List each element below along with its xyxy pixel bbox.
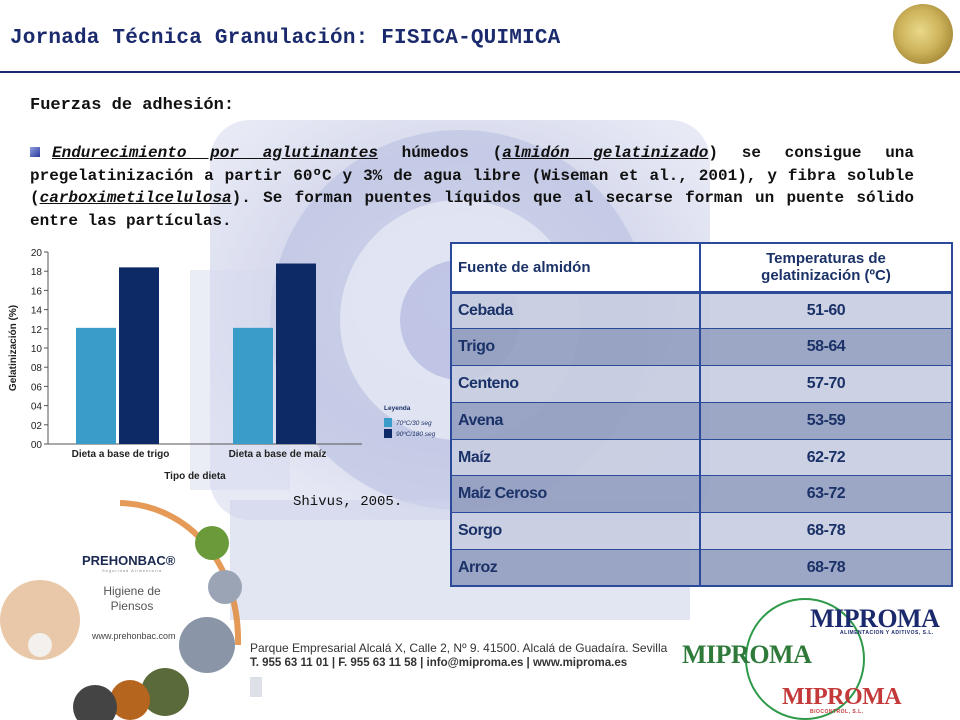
farm-photo-icon <box>141 668 189 716</box>
chart-category-label: Dieta a base de trigo <box>72 449 170 460</box>
higiene-text: Higiene de Piensos <box>100 584 164 614</box>
higiene-line: Piensos <box>110 599 154 613</box>
chart-y-tick-label: 14 <box>31 306 43 317</box>
table-row: Arroz 68-78 <box>450 549 953 588</box>
term-almidon: almidón gelatinizado <box>502 144 709 162</box>
higiene-line: Higiene de <box>103 584 161 598</box>
table-header-row: Fuente de almidón Temperaturas de gelatin… <box>450 242 953 294</box>
granulate-icon <box>893 4 953 64</box>
term-carboximetilcelulosa: carboximetilcelulosa <box>39 189 232 207</box>
table-row: Centeno 57-70 <box>450 365 953 403</box>
table-row: Maíz 62-72 <box>450 438 953 477</box>
prehonbac-tagline: Seguridad Alimentaria <box>102 568 163 573</box>
table-cell-source: Centeno <box>450 365 701 403</box>
table-cell-temp: 63-72 <box>699 475 953 514</box>
table-cell-temp: 51-60 <box>699 291 953 330</box>
chart-y-tick-label: 18 <box>31 267 43 278</box>
gelatinization-table: Fuente de almidón Temperaturas de gelatin… <box>450 242 953 588</box>
chart-bar <box>119 267 159 444</box>
chart-legend-swatch <box>384 429 392 438</box>
cow-photo-icon <box>73 685 117 720</box>
company-address: Parque Empresarial Alcalá X, Calle 2, Nº… <box>250 641 668 655</box>
table-header-line: Temperaturas de <box>766 250 886 268</box>
chart-bar <box>276 263 316 444</box>
table-cell-source: Trigo <box>450 328 701 367</box>
child-photo-icon <box>0 580 80 660</box>
page-title: Jornada Técnica Granulación: FISICA-QUIM… <box>10 27 561 50</box>
miproma-circle-graphic <box>745 598 865 720</box>
chart-legend-label: 70ºC/30 seg <box>396 420 432 427</box>
miproma-alimentacion-sub: ALIMENTACION Y ADITIVOS, S.L. <box>840 630 934 636</box>
table-row: Sorgo 68-78 <box>450 512 953 551</box>
chart-y-tick-label: 12 <box>31 325 43 336</box>
section-title: Fuerzas de adhesión: <box>30 96 235 115</box>
chart-y-tick-label: 08 <box>31 363 43 374</box>
chart-legend-label: 90ºC/180 seg <box>396 431 436 438</box>
prehonbac-url: www.prehonbac.com <box>92 631 176 641</box>
table-cell-source: Arroz <box>450 549 701 588</box>
table-row: Trigo 58-64 <box>450 328 953 367</box>
chart-y-tick-label: 16 <box>31 286 43 297</box>
bullet-icon <box>30 147 40 157</box>
prehonbac-logo: PREHONBAC® <box>82 553 176 568</box>
table-cell-temp: 57-70 <box>699 365 953 403</box>
table-cell-temp: 58-64 <box>699 328 953 367</box>
table-cell-source: Avena <box>450 401 701 440</box>
prehonbac-banner-graphic <box>0 500 242 720</box>
silo-photo-icon <box>208 570 242 604</box>
chart-bar <box>76 327 116 444</box>
table-cell-temp: 68-78 <box>699 512 953 551</box>
chart-y-tick-label: 04 <box>31 402 43 413</box>
wheat-photo-icon <box>195 526 229 560</box>
table-row: Maíz Ceroso 63-72 <box>450 475 953 514</box>
miproma-logo-biocontrol: MIPROMA <box>782 684 902 710</box>
chart-category-label: Dieta a base de maíz <box>229 449 327 460</box>
table-header-line: gelatinización (ºC) <box>761 267 891 285</box>
chart-y-tick-label: 20 <box>31 248 43 259</box>
miproma-biocontrol-sub: BIOCONTROL, S.L. <box>810 709 864 715</box>
chart-legend-title: Leyenda <box>384 405 411 412</box>
table-cell-source: Maíz <box>450 438 701 477</box>
chart-y-tick-label: 06 <box>31 382 43 393</box>
table-cell-temp: 53-59 <box>699 401 953 440</box>
table-cell-temp: 68-78 <box>699 549 953 588</box>
citation: Shivus, 2005. <box>293 494 403 510</box>
miproma-logo-main: MIPROMA <box>682 640 812 669</box>
body-paragraph: Endurecimiento por aglutinantes húmedos … <box>30 142 914 232</box>
table-header-temperature: Temperaturas de gelatinización (ºC) <box>699 242 953 294</box>
chart-legend-swatch <box>384 418 392 427</box>
table-row: Cebada 51-60 <box>450 291 953 330</box>
chart-y-tick-label: 00 <box>31 440 43 451</box>
term-aglutinantes: Endurecimiento por aglutinantes <box>52 144 378 162</box>
miproma-logo-alimentacion: MIPROMA <box>810 604 940 633</box>
table-cell-source: Sorgo <box>450 512 701 551</box>
paragraph-text: húmedos ( <box>377 144 503 162</box>
table-cell-source: Cebada <box>450 291 701 330</box>
paragraph-text: ). Se forman puentes líquidos que al sec… <box>30 189 914 230</box>
header-divider <box>0 71 960 73</box>
table-header-source: Fuente de almidón <box>450 242 701 294</box>
chart-y-tick-label: 02 <box>31 421 43 432</box>
chart-bar <box>233 327 273 444</box>
table-cell-temp: 62-72 <box>699 438 953 477</box>
paragraph-text: ) se consigue una pregelatinización a pa… <box>30 144 914 207</box>
chicken-photo-icon <box>110 680 150 720</box>
chart-y-tick-label: 10 <box>31 344 43 355</box>
gelatinization-bar-chart: 20 18 16 14 12 10 08 06 04 02 00 Gelatinización (%)… <box>8 248 436 482</box>
company-contact: T. 955 63 11 01 | F. 955 63 11 58 | info… <box>250 657 628 669</box>
truck-photo-icon <box>179 617 235 673</box>
chart-x-axis-label: Tipo de dieta <box>164 471 226 482</box>
table-cell-source: Maíz Ceroso <box>450 475 701 514</box>
footer-decoration <box>250 677 262 697</box>
table-row: Avena 53-59 <box>450 401 953 440</box>
chart-y-axis-label: Gelatinización (%) <box>8 305 19 391</box>
